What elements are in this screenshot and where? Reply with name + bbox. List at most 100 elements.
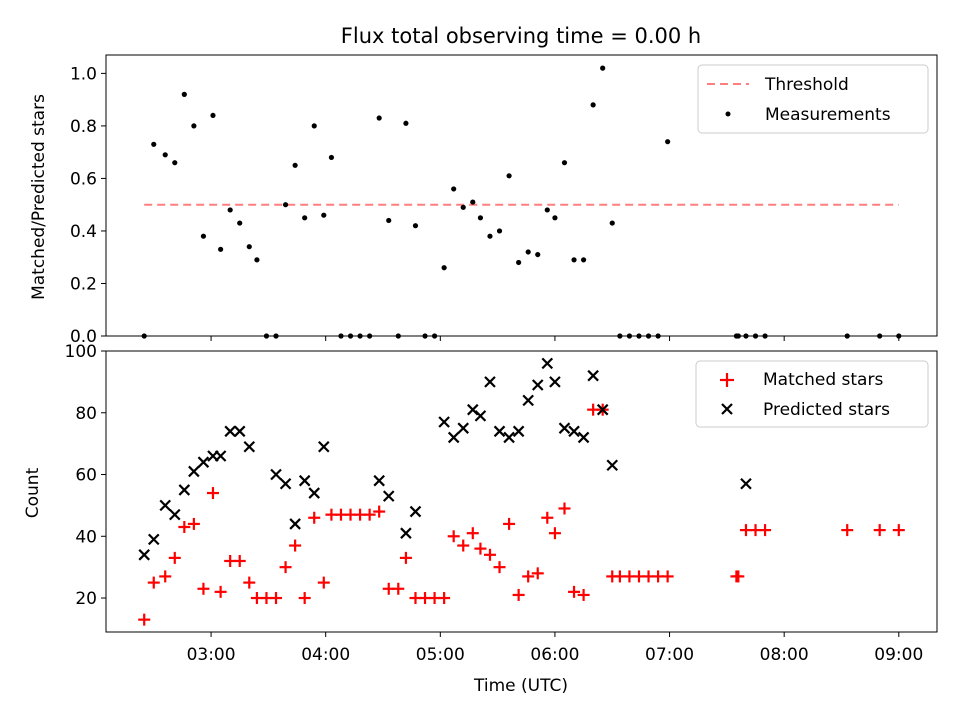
matched-star-point bbox=[522, 570, 535, 583]
predicted-cross-b bbox=[308, 487, 321, 499]
predicted-star-point bbox=[409, 505, 422, 518]
predicted-cross-b bbox=[474, 410, 487, 422]
measurement-point bbox=[292, 162, 298, 168]
measurement-point bbox=[282, 202, 289, 208]
predicted-star-point bbox=[159, 499, 171, 512]
predicted-cross-b bbox=[531, 379, 544, 391]
measurement-point bbox=[487, 233, 493, 239]
bottom-ticks: 20 40 60 80 100 03:00 04:00 05:00 06:00 07:00 08:0… bbox=[65, 342, 924, 665]
measurement-point bbox=[311, 123, 317, 129]
predicted-star-point bbox=[243, 440, 256, 453]
measurement-point bbox=[386, 217, 392, 224]
predicted-star-point bbox=[531, 379, 544, 391]
predicted-cross-b bbox=[197, 456, 210, 468]
measurement-point bbox=[321, 212, 327, 218]
legend-threshold-label: Threshold bbox=[764, 75, 849, 95]
predicted-star-point bbox=[197, 456, 210, 468]
matched-star-point bbox=[214, 585, 227, 598]
predicted-star-point bbox=[373, 474, 385, 487]
bottom-y-tick-label: 100 bbox=[65, 342, 97, 362]
matched-star-point bbox=[841, 524, 854, 537]
matched-star-point bbox=[892, 524, 905, 537]
predicted-cross-b bbox=[596, 403, 609, 416]
predicted-star-point bbox=[587, 369, 599, 382]
predicted-star-point bbox=[168, 508, 181, 521]
predicted-star-point bbox=[568, 425, 580, 438]
matched-star-point bbox=[661, 570, 674, 583]
matched-star-point bbox=[178, 521, 191, 534]
matched-star-point bbox=[483, 548, 496, 561]
predicted-star-point bbox=[438, 416, 450, 428]
predicted-star-point bbox=[147, 533, 160, 546]
predicted-star-point bbox=[596, 403, 609, 416]
predicted-cross-b bbox=[447, 431, 460, 444]
predicted-cross-b bbox=[457, 422, 470, 434]
matched-star-point bbox=[512, 588, 525, 601]
predicted-cross-b bbox=[740, 478, 752, 490]
measurement-point bbox=[506, 173, 512, 179]
measurement-point bbox=[181, 91, 187, 97]
matched-star-point bbox=[447, 530, 460, 543]
bottom-y-axis-label: Count bbox=[23, 467, 43, 518]
matched-star-point bbox=[548, 527, 561, 540]
predicted-star-point bbox=[457, 422, 470, 434]
predicted-star-point bbox=[289, 518, 301, 530]
bottom-axes-frame bbox=[105, 350, 938, 633]
predicted-cross-b bbox=[382, 490, 395, 502]
legend-matched-swatch bbox=[720, 373, 734, 387]
measurement-point bbox=[516, 259, 522, 266]
x-tick-label: 06:00 bbox=[530, 645, 579, 665]
predicted-cross-b bbox=[541, 357, 554, 370]
top-y-tick-label: 0.6 bbox=[70, 169, 97, 189]
matched-star-point bbox=[392, 582, 405, 595]
bottom-y-tick-label: 20 bbox=[75, 589, 97, 609]
predicted-star-point bbox=[318, 440, 330, 453]
predicted-star-point bbox=[606, 459, 619, 472]
predicted-cross-b bbox=[270, 468, 282, 481]
measurement-point bbox=[590, 102, 596, 108]
matched-star-point bbox=[138, 613, 151, 626]
bottom-legend: Matched stars Predicted stars bbox=[695, 360, 929, 428]
matched-star-point bbox=[457, 539, 470, 552]
predicted-star-point bbox=[382, 490, 395, 502]
measurement-point bbox=[151, 141, 157, 147]
x-tick-label: 09:00 bbox=[874, 645, 923, 665]
predicted-star-point bbox=[400, 527, 412, 539]
legend-predicted-swatch bbox=[721, 403, 733, 415]
predicted-star-point bbox=[512, 425, 525, 438]
predicted-star-point bbox=[549, 376, 561, 388]
predicted-star-point bbox=[503, 431, 515, 444]
predicted-star-point bbox=[138, 549, 150, 561]
matched-star-point bbox=[298, 592, 311, 605]
predicted-star-point bbox=[447, 431, 460, 444]
top-y-tick-label: 0.8 bbox=[70, 117, 97, 137]
predicted-cross-b bbox=[168, 508, 181, 521]
predicted-cross-b bbox=[522, 394, 534, 407]
measurement-point bbox=[544, 207, 550, 213]
predicted-cross-b bbox=[243, 440, 256, 453]
predicted-star-point bbox=[577, 431, 590, 444]
measurement-point bbox=[470, 199, 476, 205]
legend-measurement-label: Measurements bbox=[765, 105, 891, 125]
matched-star-point bbox=[168, 551, 181, 564]
measurement-point bbox=[210, 112, 216, 119]
measurement-point bbox=[227, 207, 233, 213]
predicted-star-point bbox=[522, 394, 534, 407]
predicted-cross-b bbox=[279, 478, 292, 490]
predicted-star-point bbox=[484, 376, 496, 388]
x-axis-label: Time (UTC) bbox=[473, 676, 568, 696]
predicted-cross-b bbox=[214, 450, 227, 462]
matched-star-point bbox=[279, 561, 292, 574]
legend-matched-label: Matched stars bbox=[763, 370, 883, 390]
matched-star-point bbox=[233, 554, 246, 567]
measurement-point bbox=[412, 223, 419, 229]
top-ticks: 0.0 0.2 0.4 0.6 0.8 1.0 bbox=[70, 64, 900, 347]
top-legend-box bbox=[697, 64, 929, 134]
top-y-axis-label: Matched/Predicted stars bbox=[29, 94, 49, 300]
count-points bbox=[138, 357, 905, 626]
measurement-point bbox=[580, 257, 587, 263]
matched-star-point bbox=[373, 505, 386, 518]
predicted-cross-b bbox=[512, 425, 525, 438]
predicted-star-point bbox=[279, 478, 292, 490]
